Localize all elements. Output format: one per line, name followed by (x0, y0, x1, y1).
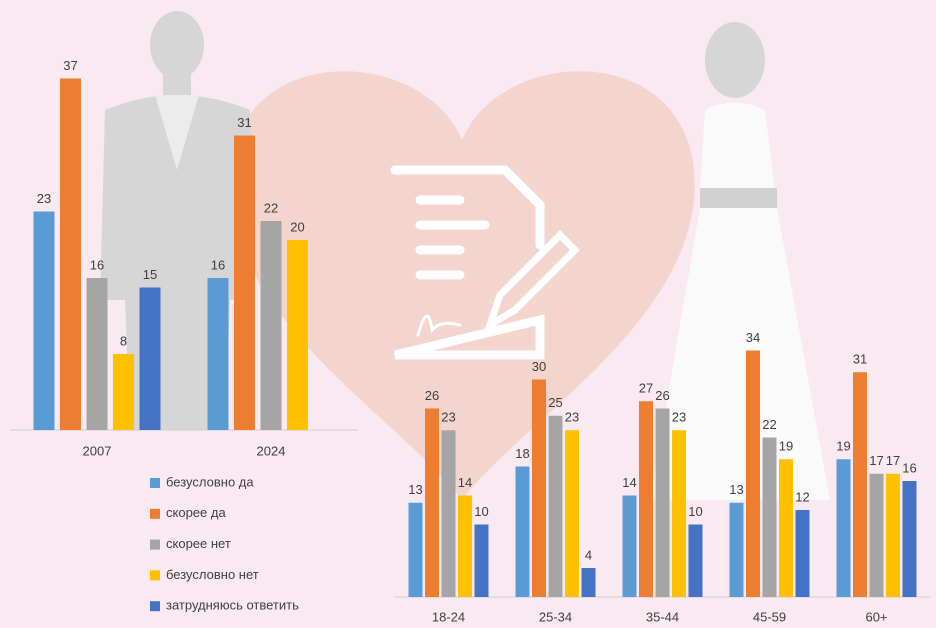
value-label: 14 (622, 475, 636, 490)
bar (475, 525, 489, 598)
bar (208, 278, 229, 430)
value-label: 16 (211, 257, 225, 272)
bar (730, 503, 744, 597)
value-label: 17 (869, 453, 883, 468)
bar (565, 430, 579, 597)
bar (837, 459, 851, 597)
x-tick-label: 60+ (865, 609, 887, 624)
bar (779, 459, 793, 597)
value-label: 23 (37, 191, 51, 206)
bar (639, 401, 653, 597)
legend-label: безусловно да (166, 474, 254, 489)
value-label: 23 (672, 410, 686, 425)
x-tick-label: 35-44 (646, 609, 679, 624)
value-label: 8 (120, 333, 127, 348)
bar (853, 372, 867, 597)
legend-swatch (150, 478, 160, 488)
bar (287, 240, 308, 430)
bar (234, 136, 255, 431)
value-label: 30 (532, 359, 546, 374)
x-tick-label: 2024 (257, 443, 286, 458)
chart: 2007 23 37 16 8 15 2024 16 31 22 20 безусловно да ск… (0, 0, 936, 628)
value-label: 14 (458, 475, 472, 490)
bar (870, 474, 884, 597)
bar (623, 496, 637, 598)
bar (672, 430, 686, 597)
bar (60, 79, 81, 431)
value-label: 31 (237, 115, 251, 130)
bar (903, 481, 917, 597)
x-tick-label: 45-59 (753, 609, 786, 624)
value-label: 31 (853, 352, 867, 367)
x-tick-label: 18-24 (432, 609, 465, 624)
value-label: 27 (639, 381, 653, 396)
value-label: 19 (779, 439, 793, 454)
legend-swatch (150, 601, 160, 611)
value-label: 34 (746, 330, 760, 345)
bar (140, 288, 161, 431)
value-label: 26 (425, 388, 439, 403)
legend-label: скорее нет (166, 536, 231, 551)
legend-swatch (150, 540, 160, 550)
value-label: 10 (688, 504, 702, 519)
bar (796, 510, 810, 597)
bar (458, 496, 472, 598)
legend-label: безусловно нет (166, 567, 259, 582)
legend-swatch (150, 570, 160, 580)
bar (689, 525, 703, 598)
bar (886, 474, 900, 597)
value-label: 4 (585, 547, 592, 562)
bar (34, 212, 55, 431)
x-tick-label: 25-34 (539, 609, 572, 624)
legend-swatch (150, 509, 160, 519)
value-label: 23 (565, 410, 579, 425)
value-label: 22 (762, 417, 776, 432)
bar (582, 568, 596, 597)
legend-label: затрудняюсь ответить (166, 598, 299, 613)
value-label: 17 (886, 453, 900, 468)
value-label: 25 (548, 395, 562, 410)
x-tick-label: 2007 (83, 443, 112, 458)
bar (261, 221, 282, 430)
bar (656, 409, 670, 598)
value-label: 23 (441, 410, 455, 425)
bar (87, 278, 108, 430)
bar (409, 503, 423, 597)
value-label: 15 (143, 267, 157, 282)
bar (113, 354, 134, 430)
bar (516, 467, 530, 598)
value-label: 20 (290, 219, 304, 234)
bar (763, 438, 777, 598)
value-label: 16 (90, 257, 104, 272)
value-label: 19 (836, 439, 850, 454)
bar (746, 351, 760, 598)
bar (442, 430, 456, 597)
bar (549, 416, 563, 597)
value-label: 13 (729, 482, 743, 497)
value-label: 22 (264, 200, 278, 215)
value-label: 10 (474, 504, 488, 519)
value-label: 16 (902, 460, 916, 475)
value-label: 18 (515, 446, 529, 461)
bar (532, 380, 546, 598)
value-label: 37 (63, 58, 77, 73)
legend-label: скорее да (166, 505, 226, 520)
value-label: 12 (795, 489, 809, 504)
bar (425, 409, 439, 598)
value-label: 26 (655, 388, 669, 403)
value-label: 13 (408, 482, 422, 497)
